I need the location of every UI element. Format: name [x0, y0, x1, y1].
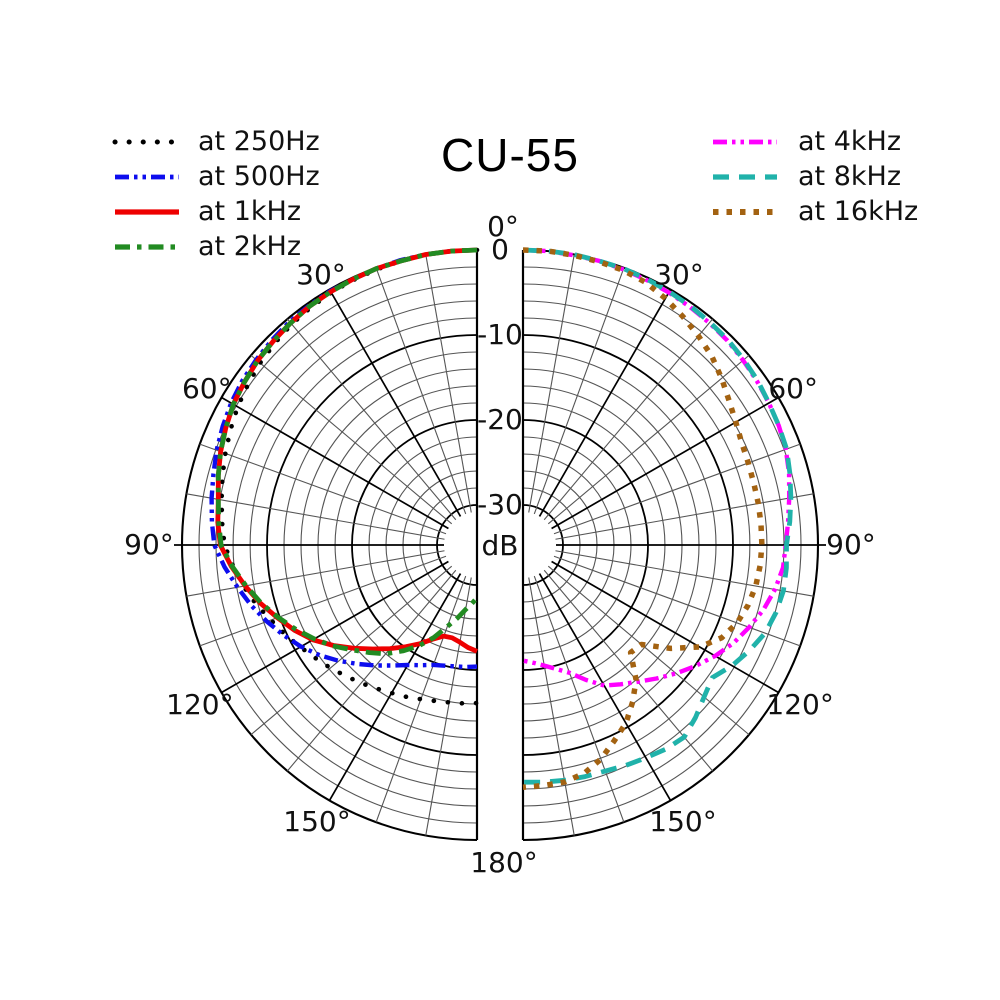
grid-spoke: [286, 569, 457, 772]
legend-item-250hz: at 250Hz: [112, 124, 320, 159]
series-2khz: [215, 247, 479, 657]
angle-label-180: 180°: [470, 846, 538, 879]
grid-spoke: [328, 289, 462, 517]
angle-label-right-30: 30°: [654, 257, 704, 291]
angle-label-right-150: 150°: [649, 805, 717, 839]
grid-spoke: [221, 560, 449, 694]
radial-tick-label-3: -30: [477, 488, 523, 521]
legend-swatch-2khz-icon: [115, 243, 179, 250]
legend-swatch-4khz-icon: [713, 139, 777, 144]
grid-spoke: [199, 555, 447, 647]
grid-spoke: [375, 267, 467, 515]
legend-item-label: at 8kHz: [798, 161, 902, 192]
radial-unit-label: dB: [481, 529, 519, 562]
grid-spoke: [553, 443, 801, 535]
legend-swatch-16khz-icon: [713, 208, 777, 215]
legend-item-8khz: at 8kHz: [710, 159, 918, 194]
grid-spoke: [250, 354, 453, 525]
grid-spoke: [538, 289, 672, 517]
legend-item-2khz: at 2kHz: [112, 229, 320, 264]
grid-spoke: [551, 396, 779, 530]
grid-spoke: [553, 555, 801, 647]
grid-spoke: [543, 318, 714, 521]
legend-swatch-500hz-icon: [115, 174, 179, 179]
angle-label-left-150: 150°: [283, 805, 351, 839]
legend-item-4khz: at 4kHz: [710, 124, 918, 159]
grid-spoke: [186, 550, 445, 597]
angle-label-left-90: 90°: [124, 528, 174, 561]
radial-tick-label-2: -20: [477, 403, 523, 436]
grid-spoke: [533, 575, 625, 823]
grid-spoke: [555, 550, 814, 597]
grid-spoke: [528, 254, 575, 513]
grid-spoke: [328, 573, 462, 801]
legend-left: at 250Hz at 500Hz at 1kHz at 2kHz: [112, 124, 320, 264]
legend-item-label: at 250Hz: [198, 126, 320, 157]
grid-spoke: [425, 254, 472, 513]
legend-item-label: at 4kHz: [798, 126, 902, 157]
legend-swatch-1khz-icon: [115, 208, 179, 215]
grid-spoke: [551, 560, 779, 694]
angle-label-right-60: 60°: [768, 372, 819, 405]
radial-tick-label-0: 0: [491, 233, 509, 266]
grid-spoke: [425, 577, 472, 836]
angle-label-right-120: 120°: [766, 688, 834, 721]
angle-label-0: 0°: [487, 210, 519, 243]
angle-label-left-120: 120°: [166, 688, 234, 721]
angle-label-left-60: 60°: [181, 372, 232, 405]
grid-spoke: [199, 443, 447, 535]
grid-spoke: [221, 396, 449, 530]
legend-item-label: at 1kHz: [198, 196, 302, 227]
grid-spoke: [547, 565, 750, 736]
grid-spoke: [250, 565, 453, 736]
radial-tick-label-1: -10: [477, 318, 523, 351]
series-16khz: [522, 247, 765, 791]
series-500hz: [209, 247, 478, 670]
grid-spoke: [286, 318, 457, 521]
polar-grid-right: [521, 248, 826, 842]
page-title: CU-55: [441, 129, 579, 181]
legend-item-label: at 500Hz: [198, 161, 320, 192]
legend-swatch-8khz-icon: [713, 173, 777, 180]
grid-spoke: [533, 267, 625, 515]
grid-spoke: [555, 493, 814, 540]
angle-label-left-30: 30°: [296, 257, 346, 291]
series-4khz: [522, 247, 792, 688]
legend-item-label: at 16kHz: [798, 196, 919, 227]
legend-item-500hz: at 500Hz: [112, 159, 320, 194]
legend-item-label: at 2kHz: [198, 231, 302, 262]
series-8khz: [522, 247, 794, 785]
angle-label-right-90: 90°: [826, 528, 876, 561]
grid-spoke: [186, 493, 445, 540]
legend-right: at 4kHz at 8kHz at 16kHz: [710, 124, 918, 229]
legend-item-1khz: at 1kHz: [112, 194, 320, 229]
grid-spoke: [528, 577, 575, 836]
grid-spoke: [547, 354, 750, 525]
grid-spoke: [538, 573, 672, 801]
legend-item-16khz: at 16kHz: [710, 194, 918, 229]
